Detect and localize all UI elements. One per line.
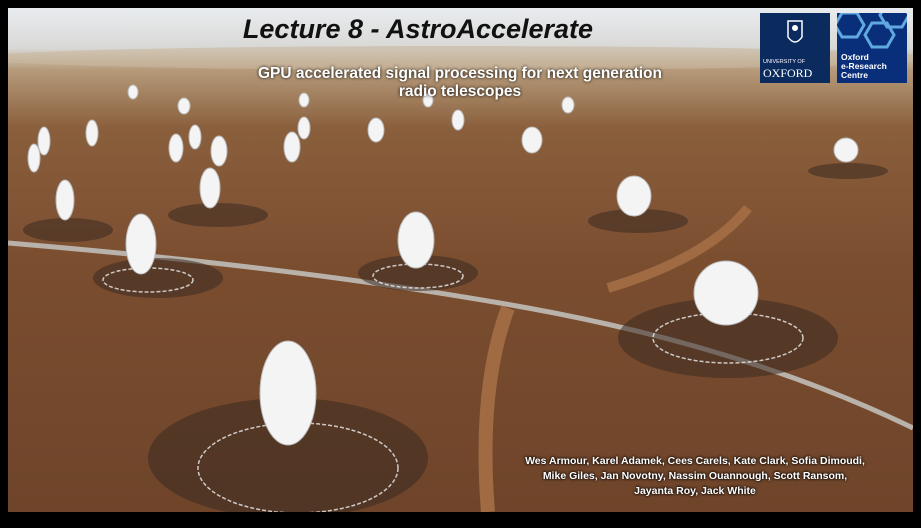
authors: Wes Armour, Karel Adamek, Cees Carels, K… [485, 454, 905, 499]
slide-title: Lecture 8 - AstroAccelerate [188, 14, 648, 45]
oxford-logo-line: OXFORD [763, 66, 812, 81]
oxford-logo-line: UNIVERSITY OF [763, 59, 805, 65]
oxford-logo: UNIVERSITY OF OXFORD [760, 13, 830, 83]
oxford-crest [760, 13, 830, 57]
oerc-logo: Oxford e-Research Centre [837, 13, 907, 83]
authors-line: Wes Armour, Karel Adamek, Cees Carels, K… [485, 454, 905, 469]
authors-line: Mike Giles, Jan Novotny, Nassim Ouannoug… [485, 469, 905, 484]
oerc-hex-pattern [837, 13, 907, 53]
slide-subtitle: GPU accelerated signal processing for ne… [240, 65, 680, 101]
authors-line: Jayanta Roy, Jack White [485, 484, 905, 499]
slide: Lecture 8 - AstroAccelerate GPU accelera… [8, 8, 913, 512]
oerc-logo-line: Centre [841, 71, 887, 80]
